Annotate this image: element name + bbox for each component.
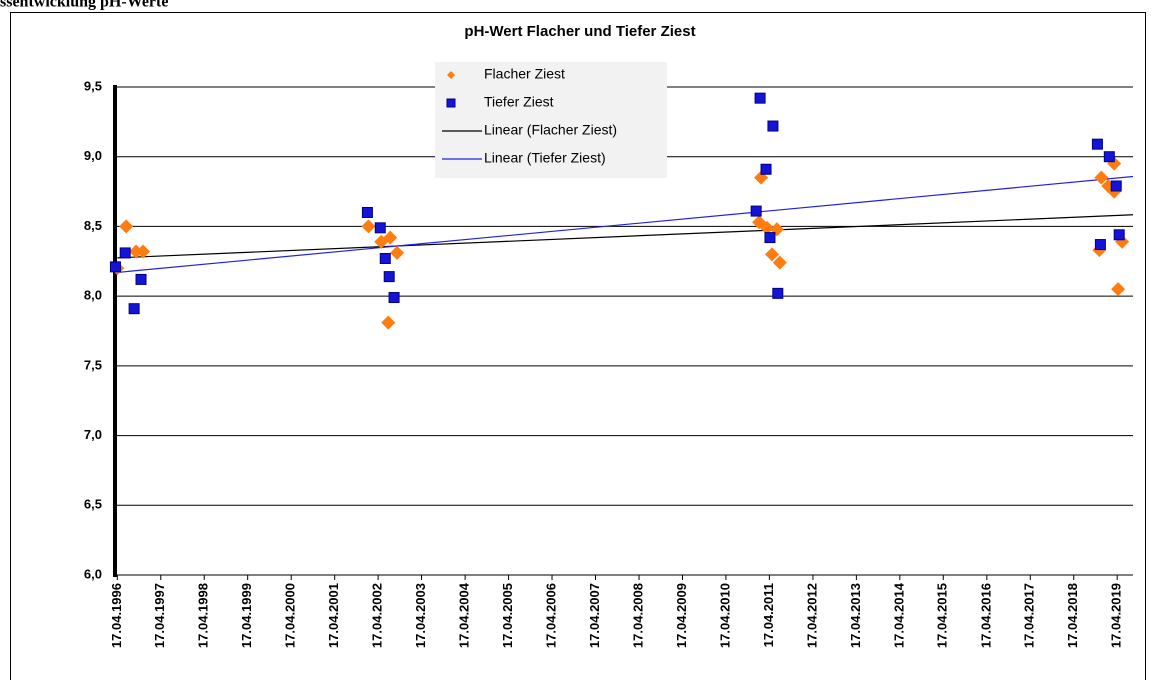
y-tick-label: 6,5 xyxy=(84,497,102,512)
y-tick-label: 7,5 xyxy=(84,357,102,372)
data-point xyxy=(764,247,779,262)
data-point xyxy=(1103,151,1115,163)
data-point xyxy=(754,92,766,104)
data-point xyxy=(1091,138,1103,150)
legend-marker xyxy=(447,71,455,79)
y-tick-label: 6,0 xyxy=(84,566,102,581)
chart-title: pH-Wert Flacher und Tiefer Ziest xyxy=(464,23,695,40)
y-tick-label: 7,0 xyxy=(84,427,102,442)
x-tick-label: 17.04.2001 xyxy=(326,583,341,648)
x-tick-label: 17.04.1999 xyxy=(239,583,254,648)
x-tick-label: 17.04.2007 xyxy=(587,583,602,648)
data-point xyxy=(383,230,398,245)
x-tick-label: 17.04.1997 xyxy=(152,583,167,648)
data-point xyxy=(119,247,131,259)
data-point xyxy=(764,232,776,244)
data-point xyxy=(1110,180,1122,192)
data-point xyxy=(379,252,391,264)
data-point xyxy=(767,120,779,132)
data-point xyxy=(388,292,400,304)
data-point xyxy=(760,163,772,175)
data-point xyxy=(759,220,774,235)
data-point xyxy=(361,219,376,234)
x-tick-label: 17.04.2003 xyxy=(413,583,428,648)
x-tick-label: 17.04.2004 xyxy=(457,582,472,648)
data-point xyxy=(374,222,386,234)
x-tick-label: 17.04.1996 xyxy=(109,583,124,648)
data-point xyxy=(136,244,151,259)
trendline xyxy=(115,175,1134,274)
y-tick-label: 8,0 xyxy=(84,288,102,303)
x-tick-label: 17.04.2013 xyxy=(848,583,863,648)
x-tick-label: 17.04.2012 xyxy=(804,583,819,648)
x-tick-label: 17.04.2008 xyxy=(630,583,645,648)
y-tick-label: 9,0 xyxy=(84,148,102,163)
y-tick-label: 8,5 xyxy=(84,218,102,233)
x-tick-label: 17.04.1998 xyxy=(196,583,211,648)
data-point xyxy=(1094,170,1109,185)
x-tick-label: 17.04.2011 xyxy=(761,583,776,647)
x-tick-label: 17.04.2002 xyxy=(370,583,385,648)
x-tick-label: 17.04.2006 xyxy=(543,583,558,648)
data-point xyxy=(135,273,147,285)
x-tick-label: 17.04.2010 xyxy=(717,583,732,648)
data-point xyxy=(750,205,762,217)
data-point xyxy=(381,315,396,330)
x-tick-label: 17.04.2017 xyxy=(1022,583,1037,648)
data-point xyxy=(390,245,405,260)
legend-label: Linear (Flacher Ziest) xyxy=(484,122,617,138)
y-tick-label: 9,5 xyxy=(84,78,102,93)
trendline xyxy=(117,214,1134,259)
x-tick-label: 17.04.2016 xyxy=(978,583,993,648)
x-tick-label: 17.04.2015 xyxy=(935,583,950,648)
page-heading: ssentwicklung pH-Werte xyxy=(0,0,168,11)
x-tick-label: 17.04.2005 xyxy=(500,583,515,648)
data-point xyxy=(383,271,395,283)
data-point xyxy=(772,255,787,270)
x-tick-label: 17.04.2019 xyxy=(1109,583,1124,648)
data-point xyxy=(361,206,373,218)
data-point xyxy=(128,303,140,315)
x-tick-label: 17.04.2000 xyxy=(283,583,298,648)
data-point xyxy=(119,219,134,234)
legend-label: Linear (Tiefer Ziest) xyxy=(484,150,606,166)
legend-label: Flacher Ziest xyxy=(484,66,565,82)
data-point xyxy=(1111,282,1126,297)
data-point xyxy=(1113,229,1125,241)
x-tick-label: 17.04.2014 xyxy=(891,582,906,648)
x-tick-label: 17.04.2009 xyxy=(674,583,689,648)
data-point xyxy=(772,287,784,299)
legend-marker xyxy=(446,98,456,108)
data-point xyxy=(1094,239,1106,251)
x-tick-label: 17.04.2018 xyxy=(1065,583,1080,648)
legend-label: Tiefer Ziest xyxy=(484,94,554,110)
data-point xyxy=(109,261,121,273)
